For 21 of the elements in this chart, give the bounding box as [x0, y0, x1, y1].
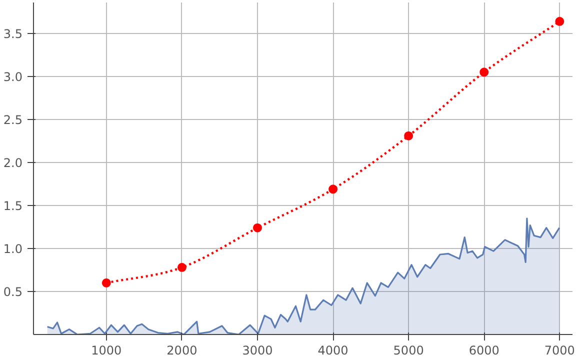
point	[480, 68, 489, 77]
y-tick-label: 0.5	[3, 284, 23, 299]
y-tick-label: 2.5	[3, 112, 23, 127]
x-tick-label: 1000	[91, 344, 122, 357]
x-tick-label: 3000	[242, 344, 273, 357]
x-tick-label: 6000	[468, 344, 500, 357]
x-tick-label: 2000	[166, 344, 198, 357]
y-tick-label: 1.0	[3, 242, 23, 256]
y-tick-label: 3.0	[3, 70, 23, 84]
point	[555, 16, 564, 26]
x-tick-label: 7000	[544, 344, 575, 357]
point	[404, 131, 414, 140]
point	[328, 184, 338, 194]
point	[252, 223, 262, 232]
point	[102, 278, 111, 288]
point	[177, 262, 186, 272]
x-tick-label: 4000	[318, 344, 348, 357]
y-tick-label: 3.5	[3, 26, 23, 41]
y-tick-label: 2.0	[3, 156, 23, 170]
x-tick-label: 5000	[393, 344, 424, 357]
y-tick-label: 1.5	[3, 198, 23, 213]
